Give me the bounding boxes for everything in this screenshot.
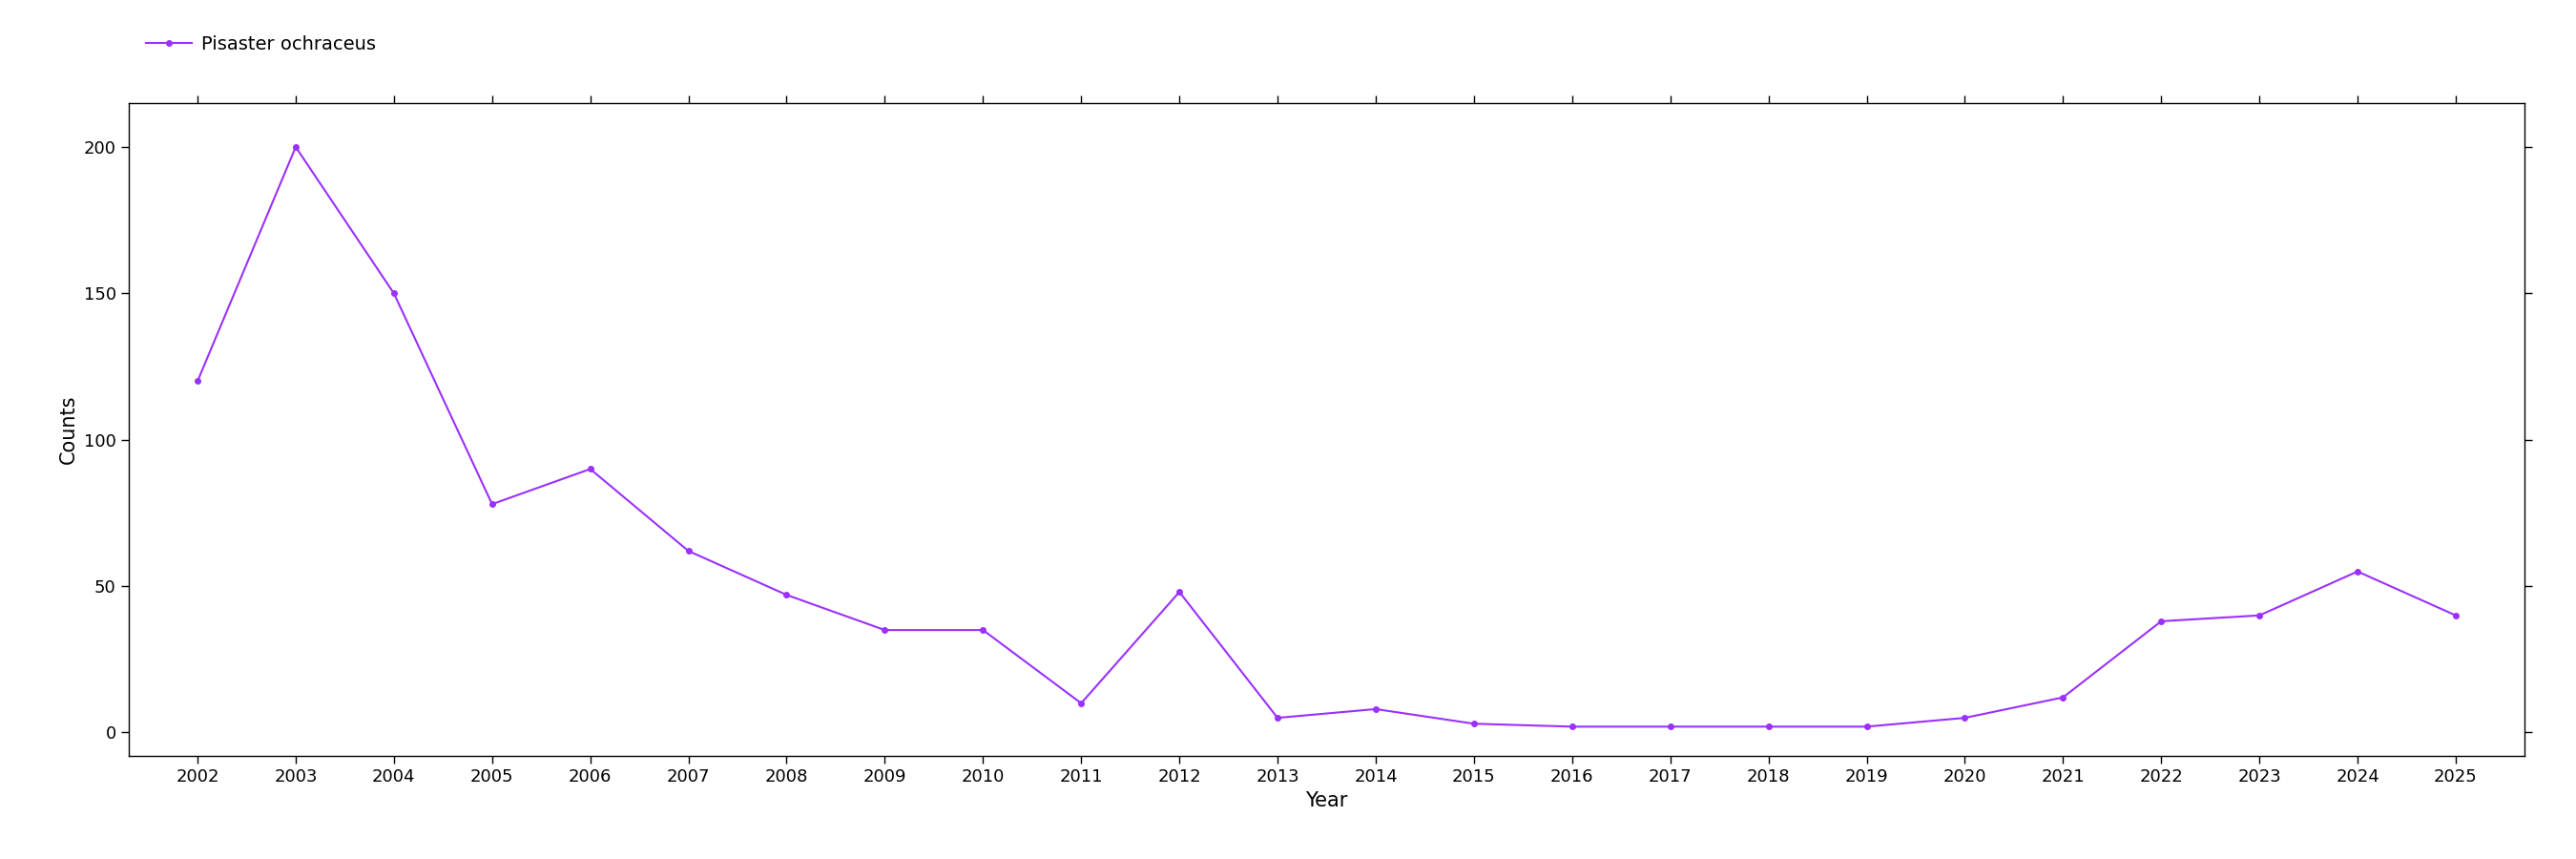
Pisaster ochraceus [1458,719,1489,729]
Pisaster ochraceus [2342,566,2372,576]
Pisaster ochraceus [2048,692,2079,703]
Pisaster ochraceus [281,142,312,152]
X-axis label: Year: Year [1306,791,1347,810]
Pisaster ochraceus [2146,616,2177,626]
Pisaster ochraceus [379,289,410,299]
Pisaster ochraceus [477,499,507,509]
Pisaster ochraceus [770,590,801,600]
Legend: Pisaster ochraceus: Pisaster ochraceus [139,27,384,60]
Pisaster ochraceus [2439,610,2470,620]
Y-axis label: Counts: Counts [59,395,77,464]
Pisaster ochraceus [183,376,214,387]
Pisaster ochraceus [1556,722,1587,732]
Pisaster ochraceus [574,464,605,474]
Pisaster ochraceus [1950,713,1981,723]
Pisaster ochraceus [1852,722,1883,732]
Pisaster ochraceus [672,545,703,556]
Pisaster ochraceus [2244,610,2275,620]
Line: Pisaster ochraceus: Pisaster ochraceus [196,144,2458,729]
Pisaster ochraceus [1066,698,1097,709]
Pisaster ochraceus [1164,587,1195,597]
Pisaster ochraceus [969,624,999,635]
Pisaster ochraceus [868,624,899,635]
Pisaster ochraceus [1654,722,1685,732]
Pisaster ochraceus [1754,722,1785,732]
Pisaster ochraceus [1262,713,1293,723]
Pisaster ochraceus [1360,704,1391,714]
